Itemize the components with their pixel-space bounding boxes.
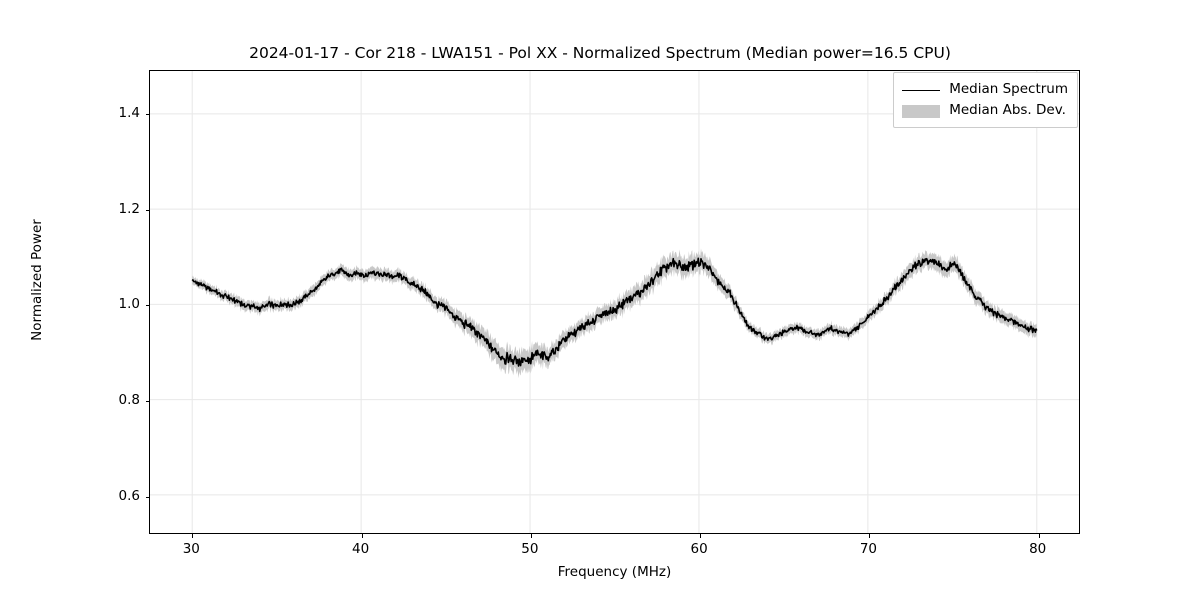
median-spectrum-line (191, 257, 1038, 367)
x-axis-label: Frequency (MHz) (557, 564, 672, 580)
y-tick-mark (145, 401, 150, 403)
x-tick-label: 80 (1029, 541, 1047, 557)
y-tick-label: 0.6 (118, 487, 140, 504)
y-tick-mark (145, 496, 150, 498)
x-tick-mark (700, 533, 702, 538)
x-tick-mark (1038, 533, 1040, 538)
legend-item-median-abs-dev: Median Abs. Dev. (902, 100, 1068, 121)
y-axis-tick-labels: 0.6 0.8 1.0 1.2 1.4 (92, 70, 140, 534)
x-tick-mark (869, 533, 871, 538)
x-tick-mark (192, 533, 194, 538)
y-tick-mark (145, 114, 150, 116)
x-tick-mark (361, 533, 363, 538)
median-abs-dev-band (192, 248, 1037, 379)
legend-band-swatch-icon (902, 104, 941, 118)
x-tick-label: 50 (521, 541, 539, 557)
plot-area: Median Spectrum Median Abs. Dev. (145, 70, 1080, 538)
x-tick-label: 60 (690, 541, 708, 557)
legend-label-median-abs-dev: Median Abs. Dev. (949, 101, 1066, 118)
y-tick-label: 1.0 (118, 296, 140, 313)
y-tick-label: 0.8 (118, 392, 140, 409)
chart-legend: Median Spectrum Median Abs. Dev. (893, 72, 1078, 128)
x-axis-tick-labels: 30 40 50 60 70 80 (149, 541, 1080, 561)
legend-line-swatch-icon (902, 83, 941, 97)
y-tick-label: 1.4 (118, 105, 140, 122)
legend-label-median-spectrum: Median Spectrum (949, 80, 1068, 97)
x-tick-label: 30 (182, 541, 200, 557)
chart-title: 2024-01-17 - Cor 218 - LWA151 - Pol XX -… (249, 44, 951, 62)
y-tick-label: 1.2 (118, 200, 140, 217)
x-tick-label: 40 (351, 541, 370, 557)
y-axis-label: Normalized Power (29, 219, 45, 341)
x-tick-mark (530, 533, 532, 538)
legend-item-median-spectrum: Median Spectrum (902, 79, 1068, 100)
x-tick-label: 70 (859, 541, 877, 557)
y-tick-mark (145, 209, 150, 211)
data-series-layer (191, 248, 1038, 379)
y-tick-mark (145, 305, 150, 307)
